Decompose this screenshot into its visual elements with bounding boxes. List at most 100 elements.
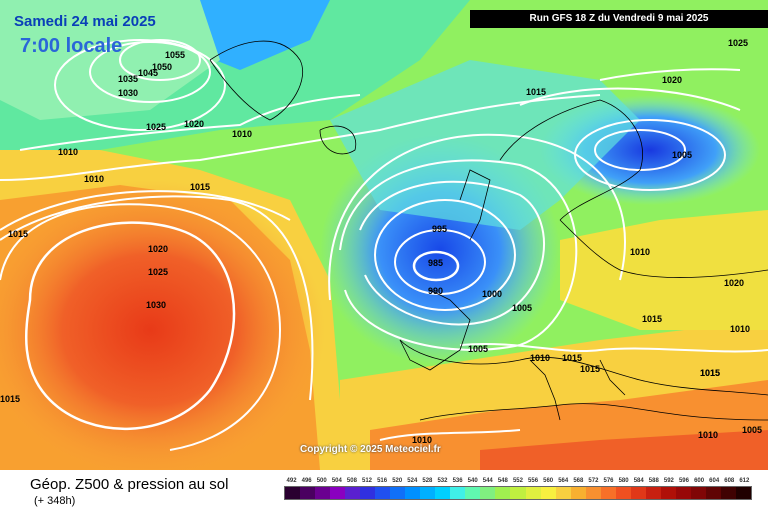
color-scale-bar xyxy=(284,486,752,500)
pressure-label: 1005 xyxy=(672,150,692,160)
isobars xyxy=(0,39,768,451)
scale-label: 500 xyxy=(316,478,327,484)
scale-swatch xyxy=(345,487,361,499)
scale-label: 504 xyxy=(331,478,342,484)
scale-label: 512 xyxy=(362,478,373,484)
scale-swatch xyxy=(525,487,541,499)
pressure-label: 1020 xyxy=(148,244,168,254)
scale-label: 496 xyxy=(301,478,312,484)
pressure-label: 1010 xyxy=(84,174,104,184)
scale-swatch xyxy=(390,487,406,499)
scale-swatch xyxy=(645,487,661,499)
pressure-label: 1015 xyxy=(700,368,720,378)
pressure-label: 1025 xyxy=(146,122,166,132)
scale-swatch xyxy=(690,487,706,499)
azores-high-core xyxy=(0,180,325,470)
pressure-label: 1005 xyxy=(742,425,762,435)
pressure-label: 1000 xyxy=(482,289,502,299)
pressure-labels: 1055 1050 1045 1035 1030 1025 1020 1010 … xyxy=(0,38,762,445)
pressure-label: 1005 xyxy=(468,344,488,354)
color-scale-labels: 492 496 500 504 508 512 516 520 524 528 532 536 540 5… xyxy=(284,478,752,484)
scale-swatch xyxy=(555,487,571,499)
scale-swatch xyxy=(570,487,586,499)
pressure-label: 1055 xyxy=(165,50,185,60)
pressure-label: 1010 xyxy=(232,129,252,139)
pressure-label: 1020 xyxy=(184,119,204,129)
pressure-label: 1030 xyxy=(118,88,138,98)
scale-label: 528 xyxy=(422,478,433,484)
pressure-label: 1010 xyxy=(630,247,650,257)
scale-label: 600 xyxy=(694,478,705,484)
map-canvas: 1055 1050 1045 1035 1030 1025 1020 1010 … xyxy=(0,0,768,470)
north-sea-field xyxy=(330,60,640,230)
scale-label: 560 xyxy=(543,478,554,484)
scale-label: 584 xyxy=(633,478,644,484)
scale-label: 516 xyxy=(377,478,388,484)
pressure-label: 1010 xyxy=(730,324,750,334)
scale-swatch xyxy=(600,487,616,499)
pressure-label: 1015 xyxy=(580,364,600,374)
scale-swatch xyxy=(675,487,691,499)
scale-swatch xyxy=(375,487,391,499)
forecast-time: 7:00 locale xyxy=(20,35,123,57)
scale-label: 572 xyxy=(588,478,599,484)
pressure-label: 1015 xyxy=(190,182,210,192)
pressure-label: 1020 xyxy=(724,278,744,288)
scale-label: 568 xyxy=(573,478,584,484)
scale-label: 608 xyxy=(724,478,735,484)
forecast-lead-time: (+ 348h) xyxy=(34,495,76,507)
scale-swatch xyxy=(540,487,556,499)
pressure-label: 1035 xyxy=(118,74,138,84)
scale-label: 612 xyxy=(739,478,750,484)
scale-swatch xyxy=(585,487,601,499)
scale-label: 552 xyxy=(512,478,523,484)
color-scale: 492 496 500 504 508 512 516 520 524 528 532 536 540 5… xyxy=(284,478,752,508)
scale-label: 556 xyxy=(528,478,539,484)
pressure-label: 995 xyxy=(432,224,447,234)
scale-swatch xyxy=(495,487,511,499)
scale-swatch xyxy=(315,487,331,499)
scale-swatch xyxy=(510,487,526,499)
pressure-label: 1015 xyxy=(700,368,720,378)
coastlines xyxy=(209,40,768,421)
scale-label: 492 xyxy=(286,478,297,484)
scale-swatch xyxy=(465,487,481,499)
scale-swatch xyxy=(360,487,376,499)
scale-label: 548 xyxy=(497,478,508,484)
pressure-label: 1025 xyxy=(728,38,748,48)
pressure-label: 1020 xyxy=(662,75,682,85)
scale-label: 540 xyxy=(467,478,478,484)
scale-swatch xyxy=(735,487,751,499)
scale-label: 544 xyxy=(482,478,493,484)
scale-label: 604 xyxy=(709,478,720,484)
scale-label: 564 xyxy=(558,478,569,484)
east-europe-field xyxy=(560,210,768,330)
pressure-label: 1015 xyxy=(642,314,662,324)
scale-swatch xyxy=(720,487,736,499)
map-title: Géop. Z500 & pression au sol xyxy=(30,476,229,493)
pressure-label: 1015 xyxy=(8,229,28,239)
weather-map: 1055 1050 1045 1035 1030 1025 1020 1010 … xyxy=(0,0,768,470)
scale-label: 520 xyxy=(392,478,403,484)
scale-swatch xyxy=(615,487,631,499)
run-info-banner: Run GFS 18 Z du Vendredi 9 mai 2025 xyxy=(470,10,768,28)
scale-swatch xyxy=(300,487,316,499)
scale-label: 580 xyxy=(618,478,629,484)
pressure-label: 1010 xyxy=(530,353,550,363)
sahara-field xyxy=(480,430,768,470)
pressure-label: 1045 xyxy=(138,68,158,78)
pressure-label: 1025 xyxy=(148,267,168,277)
legend-footer: Géop. Z500 & pression au sol (+ 348h) 49… xyxy=(0,470,768,512)
pressure-label: 1030 xyxy=(146,300,166,310)
scale-swatch xyxy=(435,487,451,499)
scale-swatch xyxy=(705,487,721,499)
scale-label: 596 xyxy=(678,478,689,484)
pressure-label: 1005 xyxy=(512,303,532,313)
scale-swatch xyxy=(420,487,436,499)
forecast-date: Samedi 24 mai 2025 xyxy=(14,13,156,30)
pressure-label: 1015 xyxy=(0,394,20,404)
pressure-label: 1015 xyxy=(526,87,546,97)
scale-swatch xyxy=(630,487,646,499)
pressure-label: 985 xyxy=(428,258,443,268)
pressure-label: 1010 xyxy=(412,435,432,445)
